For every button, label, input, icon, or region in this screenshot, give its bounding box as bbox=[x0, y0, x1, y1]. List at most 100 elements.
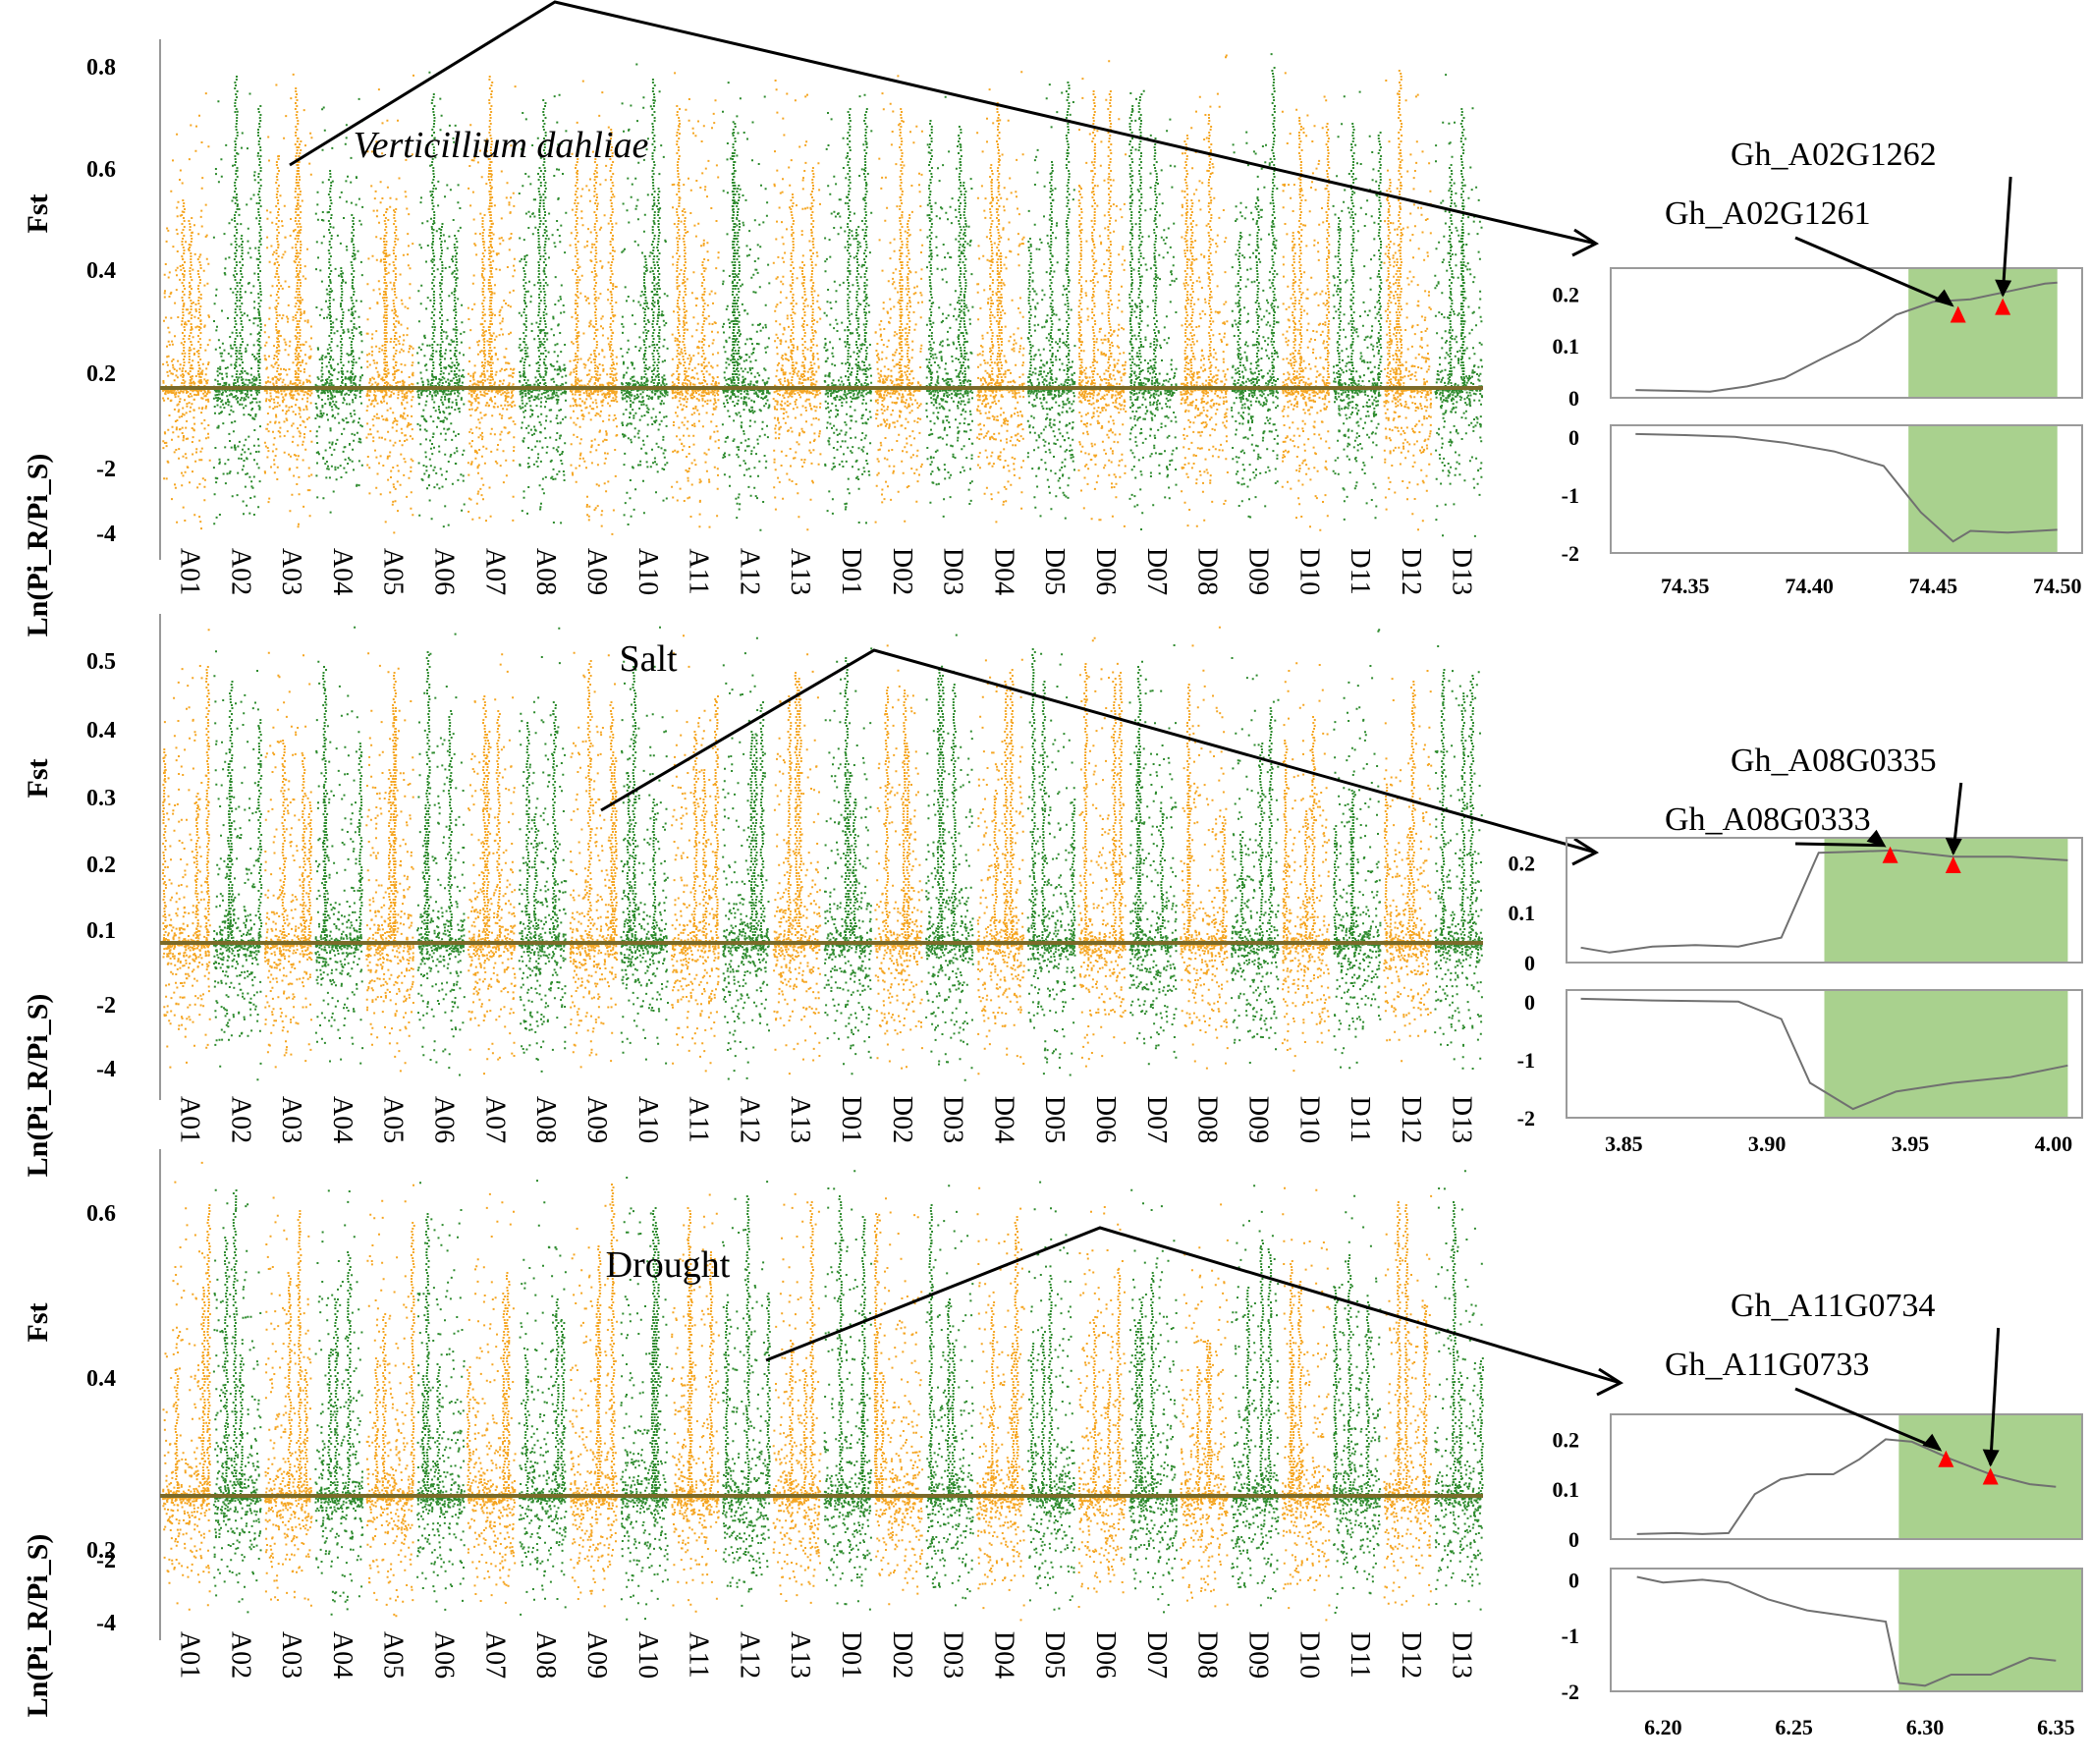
chromosome-points-D13 bbox=[1434, 645, 1483, 1070]
inset-ln-tick: -2 bbox=[1562, 1680, 1579, 1704]
chromosome-points-A10 bbox=[620, 1177, 669, 1621]
chromosome-points-A05 bbox=[365, 652, 414, 1073]
chromosome-label: D12 bbox=[1396, 548, 1426, 595]
chromosome-label: A07 bbox=[479, 1631, 510, 1679]
chromosome-label: A11 bbox=[684, 548, 714, 594]
inset-x-tick: 6.25 bbox=[1775, 1715, 1813, 1739]
fst-tick-label: 0.1 bbox=[86, 918, 116, 944]
zoom-line bbox=[765, 1226, 1622, 1385]
manhattan-points bbox=[162, 1161, 1484, 1622]
chromosome-points-D07 bbox=[1128, 1188, 1178, 1614]
chromosome-label: A01 bbox=[174, 548, 204, 595]
panel-1: Fst Ln(Pi_R/Pi_S) 0.8 0.6 0.4 0.2 -2 -4 A01 A02 A0… bbox=[22, 0, 2083, 636]
chromosome-label: D02 bbox=[887, 1631, 917, 1679]
highlight-region bbox=[1908, 425, 2058, 553]
chromosome-points-A04 bbox=[314, 1189, 364, 1616]
chromosome-points-D11 bbox=[1332, 629, 1382, 1070]
inset-2: 0.2 0.1 0 0 -1 -2 3.85 3.90 3.95 4.00 Gh_A08G0333 G… bbox=[1509, 743, 2083, 1156]
chromosome-label: D05 bbox=[1039, 1631, 1070, 1679]
chromosome-label: D13 bbox=[1447, 1096, 1477, 1143]
inset-fst-tick: 0 bbox=[1568, 1527, 1579, 1552]
gene-arrow bbox=[1794, 1387, 1941, 1452]
chromosome-label: A08 bbox=[530, 548, 561, 595]
chromosome-points-D03 bbox=[925, 1185, 974, 1607]
inset-x-tick: 74.45 bbox=[1909, 574, 1958, 598]
chromosome-label: A08 bbox=[530, 1096, 561, 1143]
chromosome-points-D03 bbox=[925, 634, 974, 1081]
ln-tick-label: -4 bbox=[96, 1057, 116, 1082]
chromosome-points-D13 bbox=[1434, 74, 1483, 537]
chromosome-label: D07 bbox=[1141, 1631, 1172, 1679]
panel-title: Salt bbox=[619, 638, 678, 680]
chromosome-points-A12 bbox=[722, 636, 771, 1080]
chromosome-label: A09 bbox=[581, 548, 612, 595]
inset-ln-tick: -2 bbox=[1517, 1106, 1535, 1130]
chromosome-label: D06 bbox=[1090, 1631, 1121, 1679]
chromosome-label: D05 bbox=[1039, 1096, 1070, 1143]
ln-tick-label: -4 bbox=[96, 522, 116, 547]
fst-line bbox=[1580, 849, 2068, 954]
highlight-region bbox=[1908, 268, 2058, 398]
ln-tick-label: -2 bbox=[96, 993, 116, 1019]
ln-line bbox=[1635, 432, 2058, 543]
panel-title: Drought bbox=[606, 1244, 731, 1286]
inset-fst-tick: 0.1 bbox=[1553, 334, 1580, 358]
gene-label: Gh_A08G0335 bbox=[1731, 743, 1937, 779]
chromosome-label: A04 bbox=[327, 1096, 358, 1143]
gene-marker bbox=[1950, 305, 1966, 323]
chromosome-label: D13 bbox=[1447, 1631, 1477, 1679]
chromosome-points-A01 bbox=[162, 629, 211, 1069]
chromosome-label: A02 bbox=[225, 1631, 255, 1679]
chromosome-label: D10 bbox=[1293, 548, 1324, 595]
chromosome-label: D04 bbox=[988, 548, 1018, 595]
zoom-line bbox=[289, 0, 1597, 246]
chromosome-points-A10 bbox=[620, 63, 669, 525]
chromosome-label: A01 bbox=[174, 1096, 204, 1143]
gene-marker bbox=[1882, 846, 1898, 863]
inset-3: 0.2 0.1 0 0 -1 -2 6.20 6.25 6.30 6.35 Gh_A11G0733 G… bbox=[1553, 1288, 2083, 1739]
inset-x-tick: 3.90 bbox=[1748, 1131, 1787, 1156]
gene-marker bbox=[1982, 1467, 1999, 1485]
chromosome-label: A11 bbox=[684, 1631, 714, 1678]
ln-inset-frame bbox=[1610, 424, 2083, 554]
chromosome-label: A03 bbox=[276, 548, 306, 595]
chromosome-points-D09 bbox=[1231, 53, 1280, 519]
gene-arrowhead bbox=[1945, 837, 1962, 855]
manhattan-points bbox=[162, 626, 1483, 1081]
gene-arrow bbox=[2001, 176, 2012, 296]
chromosome-points-D04 bbox=[976, 1186, 1025, 1622]
chromosome-label: A01 bbox=[174, 1631, 204, 1679]
chromosome-label: A13 bbox=[785, 548, 815, 595]
chromosome-points-D08 bbox=[1180, 54, 1229, 527]
chromosome-points-A01 bbox=[162, 92, 211, 530]
chromosome-points-A04 bbox=[314, 97, 364, 514]
fst-tick-label: 0.6 bbox=[86, 1201, 116, 1227]
chromosome-points-A13 bbox=[772, 1192, 822, 1604]
inset-fst-tick: 0.1 bbox=[1509, 901, 1536, 925]
inset-fst-tick: 0.2 bbox=[1553, 282, 1580, 306]
chromosome-points-A10 bbox=[620, 626, 669, 1065]
chromosome-points-D06 bbox=[1077, 1206, 1128, 1608]
chromosome-label: D03 bbox=[938, 548, 968, 595]
inset-ln-tick: -2 bbox=[1562, 541, 1579, 566]
gene-label: Gh_A11G0734 bbox=[1731, 1288, 1935, 1324]
chromosome-points-A13 bbox=[772, 653, 822, 1075]
inset-ln-tick: 0 bbox=[1568, 425, 1579, 450]
chromosome-points-A01 bbox=[162, 1161, 211, 1611]
chromosome-points-A09 bbox=[569, 1184, 619, 1608]
chromosome-label: D13 bbox=[1447, 548, 1477, 595]
chromosome-label: D03 bbox=[938, 1631, 968, 1679]
fst-tick-label: 0.5 bbox=[86, 649, 116, 675]
chromosome-label: A09 bbox=[581, 1631, 612, 1679]
chromosome-label: D01 bbox=[836, 1631, 866, 1679]
chromosome-points-A02 bbox=[212, 1188, 262, 1614]
chromosome-points-D05 bbox=[1026, 82, 1076, 520]
chromosome-label: A13 bbox=[785, 1631, 815, 1679]
chromosome-points-A08 bbox=[518, 1180, 568, 1616]
chromosome-points-A13 bbox=[772, 80, 822, 531]
zoom-line bbox=[600, 648, 1597, 854]
chromosome-label: D11 bbox=[1345, 1631, 1375, 1678]
gene-arrow bbox=[1794, 236, 1953, 306]
